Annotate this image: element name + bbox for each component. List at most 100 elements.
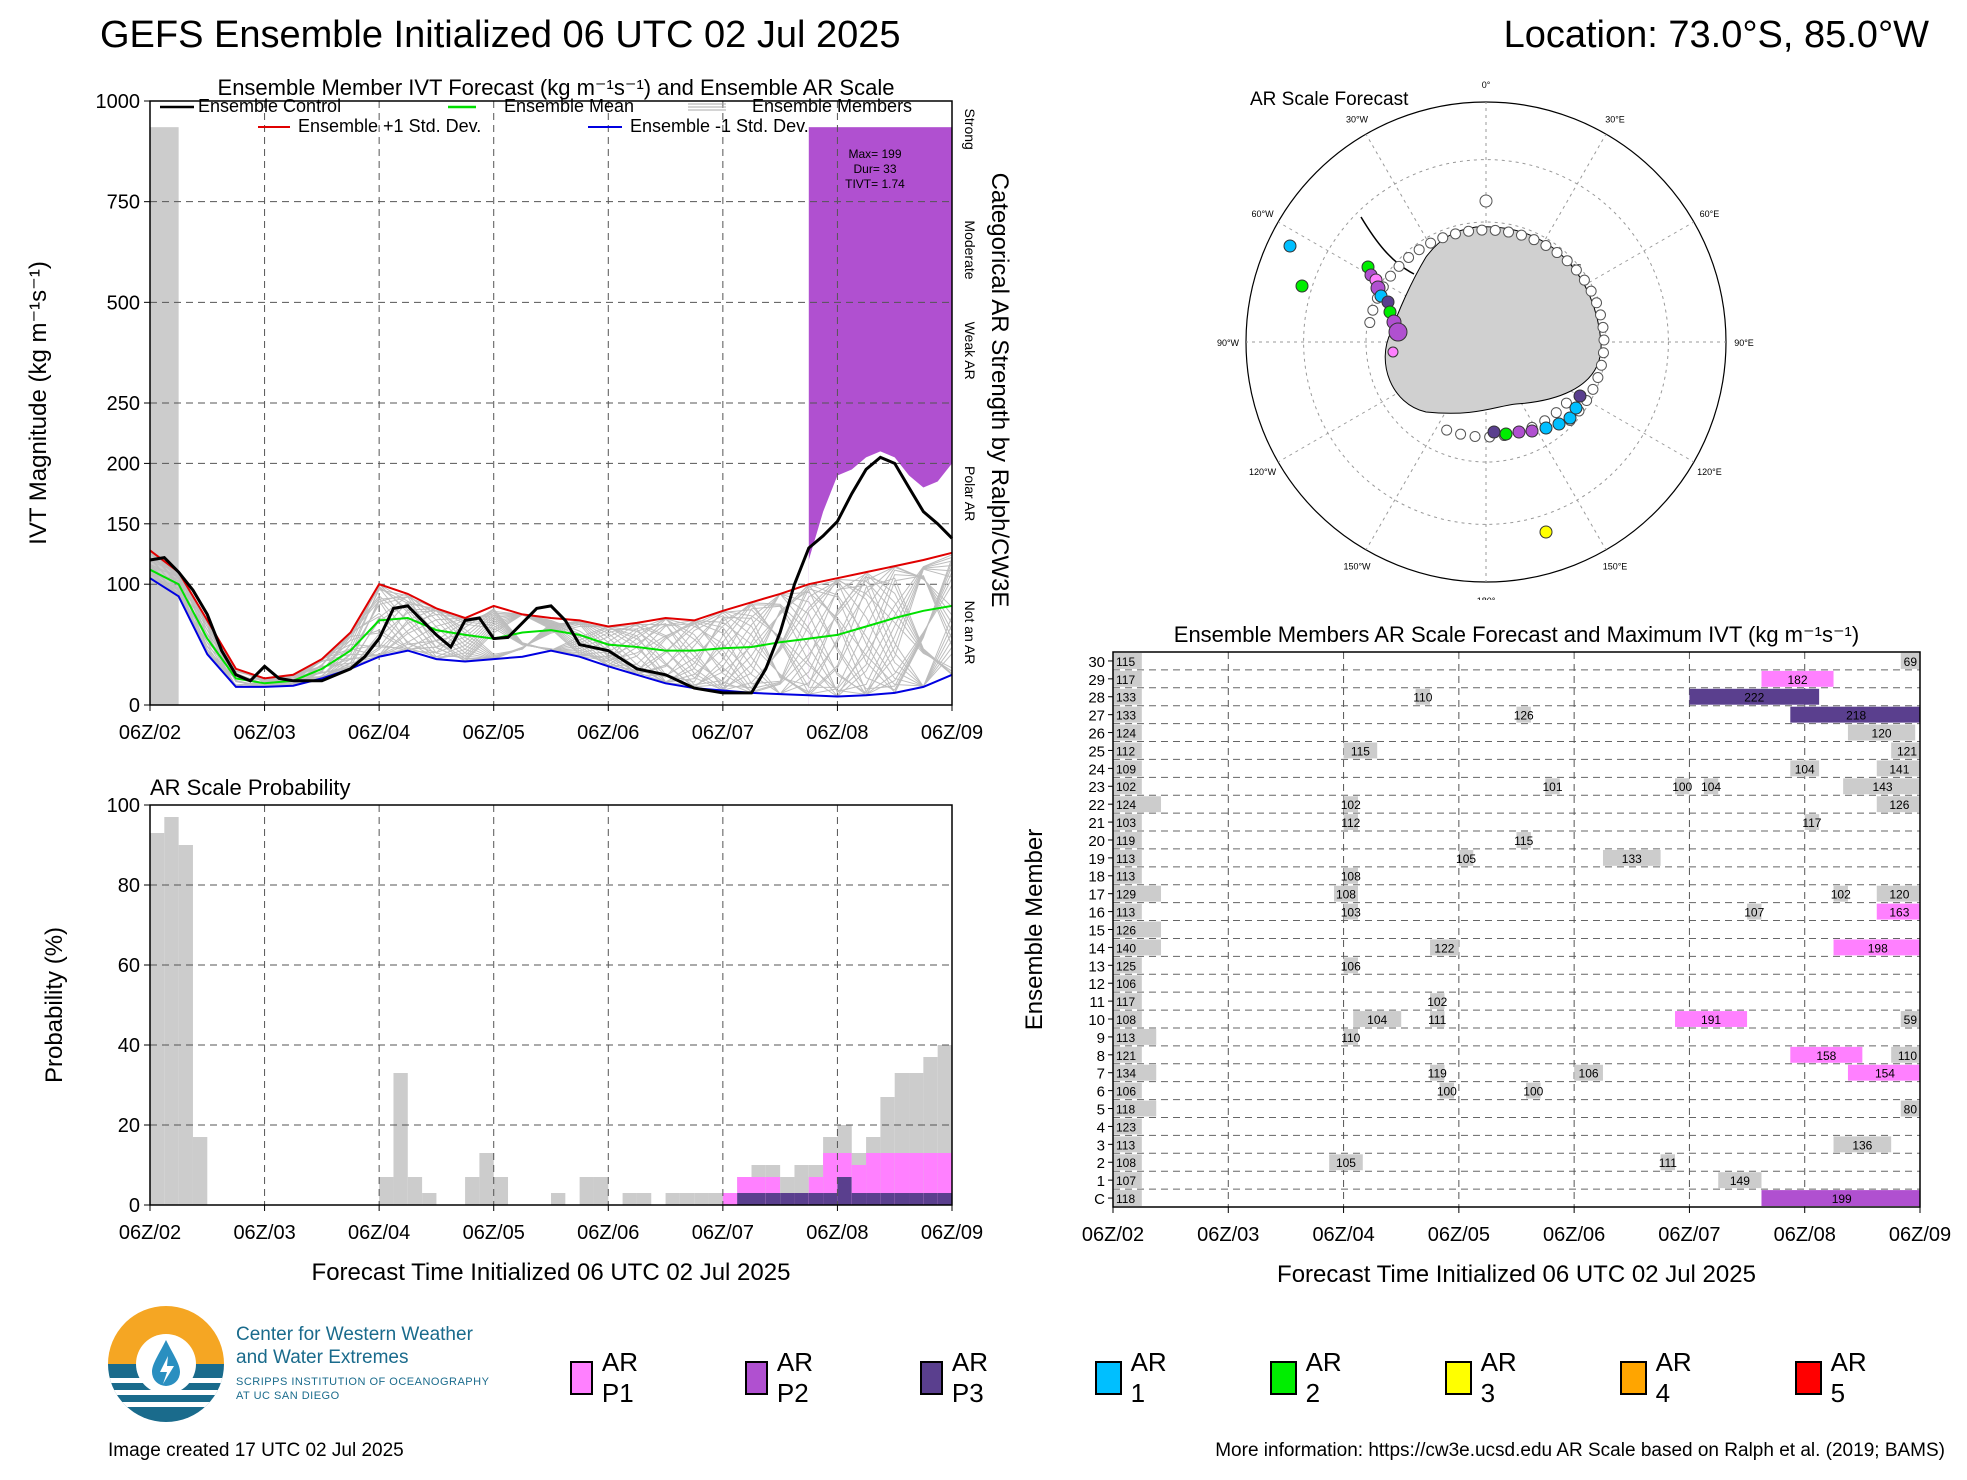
member-value-label: 111 — [1659, 1156, 1678, 1170]
coast-marker — [1560, 397, 1572, 409]
member-value-label: 108 — [1116, 1156, 1136, 1170]
member-segment — [1876, 796, 1920, 813]
legend-item: AR P1 — [570, 1347, 649, 1408]
legend-label: AR 5 — [1830, 1347, 1867, 1408]
member-segment — [1718, 1172, 1762, 1189]
legend-label: AR 4 — [1655, 1347, 1692, 1408]
coast-marker — [1515, 229, 1527, 241]
x-tick-label: 06Z/07 — [1658, 1224, 1720, 1246]
x-tick-label: 06Z/05 — [463, 722, 525, 744]
member-segment — [1113, 921, 1162, 938]
member-segment — [1843, 778, 1920, 795]
series-line-minus-std — [149, 577, 953, 698]
member-segment — [1113, 1190, 1142, 1206]
legend-swatch — [1095, 1361, 1122, 1395]
member-value-label: 102 — [1427, 995, 1447, 1009]
logo-text-line3: SCRIPPS INSTITUTION OF OCEANOGRAPHY — [236, 1376, 490, 1388]
x-tick-label: 06Z/02 — [1082, 1224, 1144, 1246]
coast-marker — [1364, 317, 1376, 329]
coast-marker — [1503, 226, 1515, 238]
prob-bar-p3 — [808, 1193, 824, 1205]
member-segment — [1113, 1046, 1142, 1063]
member-segment — [1900, 653, 1920, 669]
member-row-label: 20 — [1088, 833, 1105, 850]
x-tick-label: 06Z/03 — [1197, 1224, 1259, 1246]
member-segment — [1113, 706, 1142, 723]
prob-bar-total — [164, 817, 179, 1205]
member-value-label: 191 — [1701, 1013, 1721, 1027]
ivt-forecast-chart: 0 100 150 200 250 500 750 1000 06Z/02 06Z/03 06Z/0… — [25, 75, 1013, 744]
member-segment — [1876, 760, 1920, 777]
lon-label: 0° — [1482, 80, 1491, 90]
coast-marker — [1540, 239, 1552, 251]
member-row-label: C — [1094, 1191, 1105, 1208]
right-axis-label: Categorical AR Strength by Ralph/CW3E — [986, 173, 1013, 608]
meridian — [1365, 133, 1487, 343]
y-tick-label: 40 — [118, 1035, 140, 1057]
prob-bar-p3 — [737, 1193, 752, 1205]
member-value-label: 125 — [1116, 959, 1136, 973]
member-row-label: 30 — [1088, 654, 1105, 671]
member-row-label: 19 — [1088, 851, 1105, 868]
member-value-label: 122 — [1434, 941, 1454, 955]
x-tick-label: 06Z/04 — [348, 722, 410, 744]
member-segment — [1113, 1172, 1142, 1189]
member-segment — [1113, 814, 1142, 831]
annotation-max: Max= 199 — [848, 147, 901, 161]
x-tick-label: 06Z/02 — [119, 1222, 181, 1244]
member-value-label: 100 — [1672, 780, 1692, 794]
prob-bar-p3 — [937, 1193, 952, 1205]
lon-label: 120°W — [1249, 467, 1277, 477]
y-axis-label: IVT Magnitude (kg m⁻¹s⁻¹) — [25, 261, 52, 545]
member-value-label: 59 — [1904, 1013, 1918, 1027]
plot-frame — [1112, 651, 1921, 1208]
legend-label-control: Ensemble Control — [198, 96, 341, 116]
member-segment — [1343, 742, 1378, 759]
member-row-label: 18 — [1088, 869, 1105, 886]
member-segment — [1675, 778, 1690, 795]
member-row-label: 22 — [1088, 797, 1105, 814]
member-segment — [1113, 993, 1142, 1010]
prob-bar-p3 — [851, 1193, 867, 1205]
member-value-label: 69 — [1904, 655, 1918, 669]
prob-bar-total — [708, 1193, 723, 1205]
member-segment — [1113, 1028, 1157, 1045]
member-row-label: 3 — [1097, 1137, 1105, 1154]
prob-bar-total — [393, 1073, 408, 1205]
member-value-label: 112 — [1116, 744, 1135, 758]
member-segment — [1900, 1011, 1920, 1027]
member-segment — [1113, 1118, 1142, 1135]
member-value-label: 141 — [1889, 762, 1909, 776]
y-tick-label: 20 — [118, 1115, 140, 1137]
member-value-label: 115 — [1116, 655, 1135, 669]
legend-item: AR 3 — [1445, 1347, 1524, 1408]
x-tick-label: 06Z/04 — [1312, 1224, 1374, 1246]
x-tick-label: 06Z/09 — [921, 722, 983, 744]
y-tick-label: 60 — [118, 955, 140, 977]
prob-bar-total — [465, 1177, 480, 1205]
member-segment — [1430, 939, 1459, 956]
logo-text-line2: and Water Extremes — [236, 1347, 409, 1368]
member-value-label: 113 — [1116, 906, 1135, 920]
x-tick-label: 06Z/06 — [577, 722, 639, 744]
member-segment — [1790, 1046, 1863, 1063]
chart-title: Ensemble Members AR Scale Forecast and M… — [1174, 622, 1859, 647]
member-row-label: 12 — [1088, 976, 1105, 993]
coast-marker — [1551, 247, 1563, 259]
legend-item: AR 1 — [1095, 1347, 1174, 1408]
coast-marker — [1455, 428, 1467, 440]
more-info-label: More information: https://cw3e.ucsd.edu … — [1215, 1440, 1945, 1461]
y-tick-label: 500 — [107, 292, 140, 314]
map-title: AR Scale Forecast — [1250, 89, 1409, 110]
logo-text-line4: AT UC SAN DIEGO — [236, 1390, 340, 1402]
plot-frame — [149, 804, 953, 1206]
ar-category-label: Not an AR — [962, 601, 978, 665]
member-segment — [1113, 1082, 1142, 1099]
annotation-tivt: TIVT= 1.74 — [845, 177, 905, 191]
member-value-label: 104 — [1795, 762, 1815, 776]
legend-label: AR P3 — [951, 1347, 988, 1408]
meridian — [1485, 341, 1607, 551]
x-tick-label: 06Z/03 — [233, 722, 295, 744]
legend-swatch — [1795, 1361, 1822, 1395]
prob-bar-p1 — [894, 1153, 910, 1205]
